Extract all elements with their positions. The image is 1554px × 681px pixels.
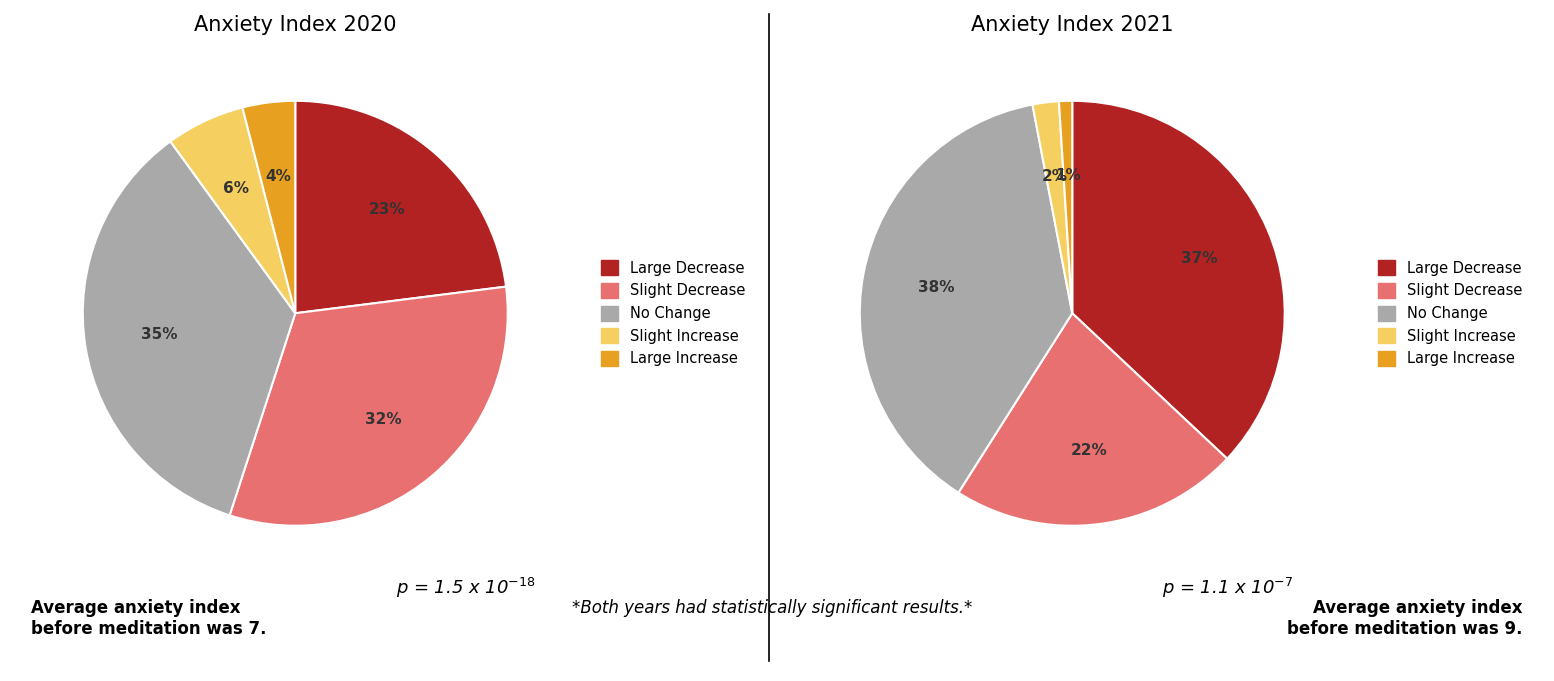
Text: 32%: 32% [365, 412, 401, 427]
Wedge shape [171, 108, 295, 313]
Text: 1%: 1% [1055, 168, 1080, 183]
Text: 22%: 22% [1071, 443, 1108, 458]
Legend: Large Decrease, Slight Decrease, No Change, Slight Increase, Large Increase: Large Decrease, Slight Decrease, No Chan… [1372, 255, 1528, 372]
Text: *Both years had statistically significant results.*: *Both years had statistically significan… [572, 599, 973, 617]
Text: 4%: 4% [266, 169, 291, 184]
Wedge shape [295, 101, 507, 313]
Text: p = 1.5 x 10$^{-18}$: p = 1.5 x 10$^{-18}$ [396, 575, 536, 599]
Wedge shape [859, 105, 1072, 492]
Wedge shape [230, 287, 508, 526]
Title: Anxiety Index 2020: Anxiety Index 2020 [194, 15, 396, 35]
Title: Anxiety Index 2021: Anxiety Index 2021 [971, 15, 1173, 35]
Text: 2%: 2% [1041, 169, 1068, 184]
Legend: Large Decrease, Slight Decrease, No Change, Slight Increase, Large Increase: Large Decrease, Slight Decrease, No Chan… [595, 255, 751, 372]
Wedge shape [242, 101, 295, 313]
Wedge shape [1058, 101, 1072, 313]
Text: 23%: 23% [368, 202, 406, 217]
Text: 38%: 38% [918, 280, 954, 295]
Text: 37%: 37% [1181, 251, 1217, 266]
Wedge shape [959, 313, 1228, 526]
Text: p = 1.1 x 10$^{-7}$: p = 1.1 x 10$^{-7}$ [1162, 575, 1293, 599]
Text: 35%: 35% [140, 328, 177, 343]
Text: 6%: 6% [224, 180, 250, 196]
Wedge shape [1032, 101, 1072, 313]
Wedge shape [82, 142, 295, 516]
Text: Average anxiety index
before meditation was 7.: Average anxiety index before meditation … [31, 599, 267, 638]
Wedge shape [1072, 101, 1285, 459]
Text: Average anxiety index
before meditation was 9.: Average anxiety index before meditation … [1287, 599, 1523, 638]
